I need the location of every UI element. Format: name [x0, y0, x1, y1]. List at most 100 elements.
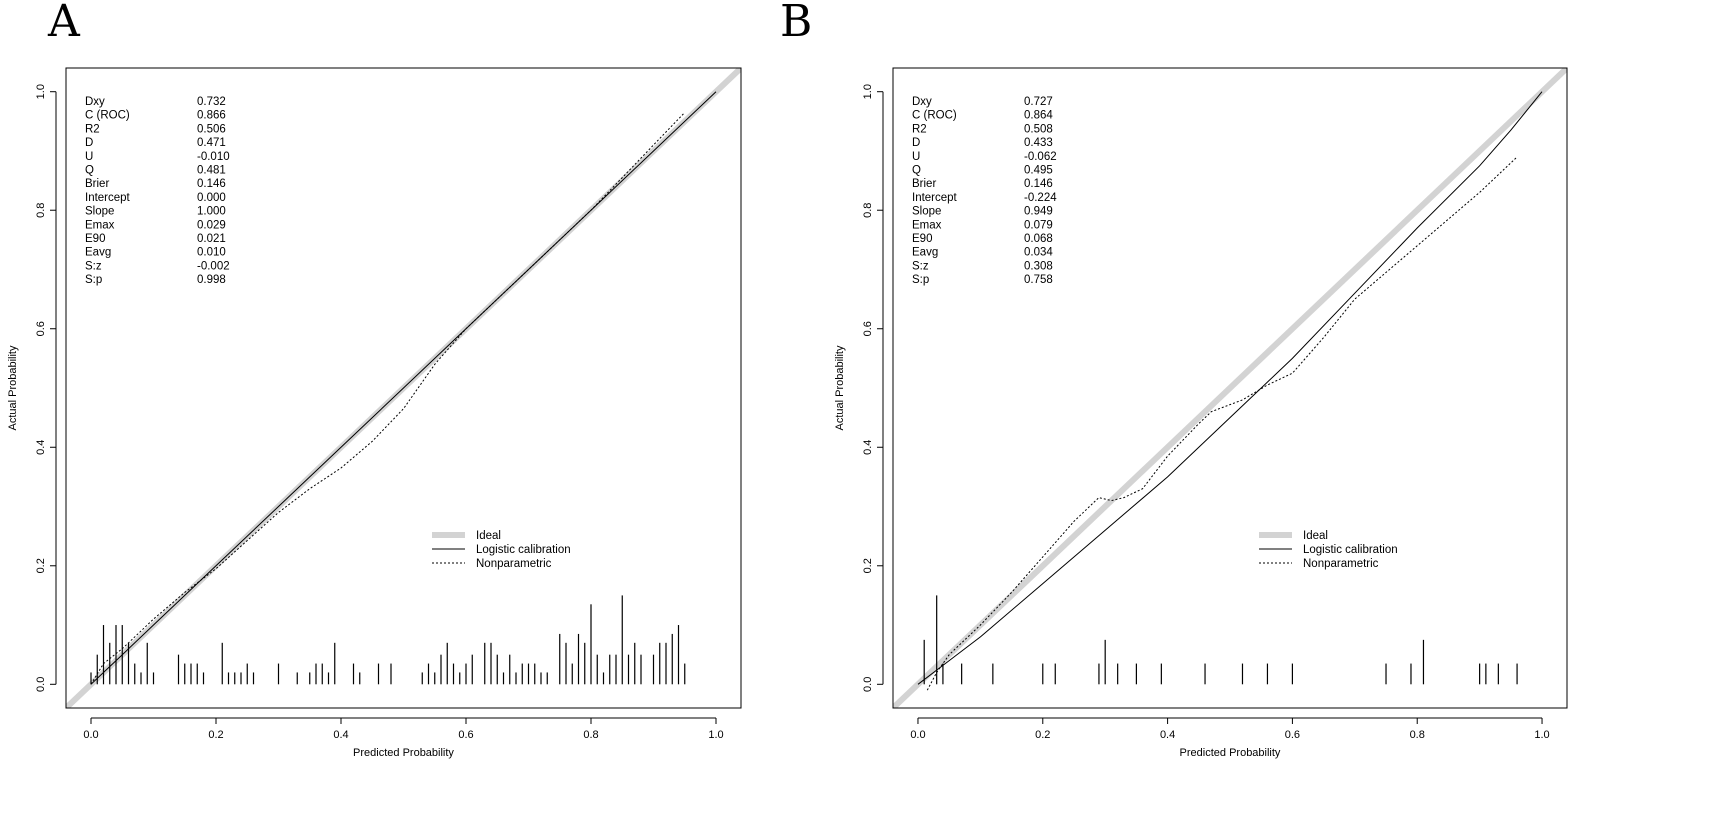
- legend-label: Ideal: [1303, 530, 1328, 542]
- stat-name: C (ROC): [85, 110, 130, 122]
- stat-name: E90: [85, 233, 105, 245]
- x-tick-label: 0.6: [1285, 729, 1300, 741]
- x-tick-label: 0.2: [208, 729, 223, 741]
- stat-value: 0.068: [1024, 233, 1053, 245]
- x-axis-title: Predicted Probability: [353, 747, 454, 759]
- stat-name: E90: [912, 233, 932, 245]
- stat-value: 0.727: [1024, 96, 1053, 108]
- y-tick-label: 0.4: [35, 440, 47, 455]
- x-tick-label: 0.8: [583, 729, 598, 741]
- y-tick-label: 1.0: [35, 84, 47, 99]
- stat-value: 0.146: [197, 178, 226, 190]
- legend-label: Logistic calibration: [476, 544, 571, 556]
- stat-value: 0.864: [1024, 110, 1053, 122]
- x-tick-label: 0.0: [910, 729, 925, 741]
- stat-name: S:z: [912, 260, 929, 272]
- stat-name: Brier: [85, 178, 109, 190]
- plot-frame: [65, 67, 742, 709]
- stat-value: 0.146: [1024, 178, 1053, 190]
- series-nonparametric: [90, 112, 686, 685]
- stat-name: Brier: [912, 178, 936, 190]
- stat-value: 0.010: [197, 247, 226, 259]
- y-tick-label: 1.0: [862, 84, 874, 99]
- series-logistic-calibration: [90, 91, 717, 685]
- stat-name: Q: [912, 165, 921, 177]
- legend-label: Ideal: [476, 530, 501, 542]
- calibration-panel-b: B 0.0 0.2 0.4 0.6 0.8 1.0 Predicted Probability…: [780, 0, 1568, 759]
- y-tick-label: 0.0: [862, 677, 874, 692]
- stat-name: D: [912, 137, 920, 149]
- plot-area: [893, 68, 1567, 708]
- stat-value: -0.010: [197, 151, 230, 163]
- stat-name: Slope: [912, 206, 941, 218]
- x-tick-label: 0.0: [83, 729, 98, 741]
- x-tick-label: 0.8: [1410, 729, 1425, 741]
- stat-value: 0.471: [197, 137, 226, 149]
- y-axis-title: Actual Probability: [7, 345, 19, 430]
- stat-name: D: [85, 137, 93, 149]
- stat-name: Eavg: [912, 247, 938, 259]
- stat-name: C (ROC): [912, 110, 957, 122]
- x-tick-label: 1.0: [708, 729, 723, 741]
- stat-name: S:p: [912, 274, 929, 286]
- series-nonparametric: [926, 156, 1518, 691]
- stat-value: 0.949: [1024, 206, 1053, 218]
- x-tick-label: 0.4: [333, 729, 348, 741]
- stat-name: S:p: [85, 274, 102, 286]
- y-tick-label: 0.0: [35, 677, 47, 692]
- stat-value: 0.495: [1024, 165, 1053, 177]
- x-axis-title: Predicted Probability: [1180, 747, 1281, 759]
- stat-value: 0.021: [197, 233, 226, 245]
- stat-value: 0.029: [197, 219, 226, 231]
- stat-name: U: [85, 151, 93, 163]
- legend-label: Logistic calibration: [1303, 544, 1398, 556]
- plot-area: [66, 68, 741, 708]
- stat-value: 0.034: [1024, 247, 1053, 259]
- stat-name: Intercept: [912, 192, 958, 204]
- panel-letter: A: [47, 0, 81, 47]
- stat-name: Q: [85, 165, 94, 177]
- series-ideal: [893, 68, 1567, 708]
- stat-value: 0.433: [1024, 137, 1053, 149]
- y-tick-label: 0.8: [35, 203, 47, 218]
- stat-value: -0.062: [1024, 151, 1057, 163]
- legend-label: Nonparametric: [476, 558, 552, 570]
- stat-name: U: [912, 151, 920, 163]
- y-tick-label: 0.6: [35, 321, 47, 336]
- stat-value: 1.000: [197, 206, 226, 218]
- stat-name: Dxy: [85, 96, 105, 108]
- stat-name: S:z: [85, 260, 102, 272]
- stat-value: -0.224: [1024, 192, 1057, 204]
- stat-name: Emax: [912, 219, 942, 231]
- stat-value: 0.508: [1024, 123, 1053, 135]
- series-logistic-calibration: [917, 91, 1543, 685]
- stat-value: 0.732: [197, 96, 226, 108]
- x-tick-label: 0.2: [1035, 729, 1050, 741]
- x-tick-label: 1.0: [1534, 729, 1549, 741]
- y-tick-label: 0.4: [862, 440, 874, 455]
- stat-value: 0.308: [1024, 260, 1053, 272]
- x-tick-label: 0.6: [458, 729, 473, 741]
- plot-frame: [892, 67, 1568, 709]
- stat-name: Intercept: [85, 192, 131, 204]
- stat-value: -0.002: [197, 260, 230, 272]
- stat-value: 0.866: [197, 110, 226, 122]
- y-tick-label: 0.6: [862, 321, 874, 336]
- stat-value: 0.758: [1024, 274, 1053, 286]
- stat-name: R2: [912, 123, 927, 135]
- stat-value: 0.506: [197, 123, 226, 135]
- y-axis-title: Actual Probability: [834, 345, 846, 430]
- stat-name: Slope: [85, 206, 114, 218]
- stat-name: R2: [85, 123, 100, 135]
- stat-value: 0.998: [197, 274, 226, 286]
- y-tick-label: 0.2: [862, 558, 874, 573]
- stat-value: 0.000: [197, 192, 226, 204]
- stat-value: 0.481: [197, 165, 226, 177]
- y-tick-label: 0.2: [35, 558, 47, 573]
- stat-name: Emax: [85, 219, 115, 231]
- y-tick-label: 0.8: [862, 203, 874, 218]
- stat-name: Eavg: [85, 247, 111, 259]
- stat-value: 0.079: [1024, 219, 1053, 231]
- x-tick-label: 0.4: [1160, 729, 1175, 741]
